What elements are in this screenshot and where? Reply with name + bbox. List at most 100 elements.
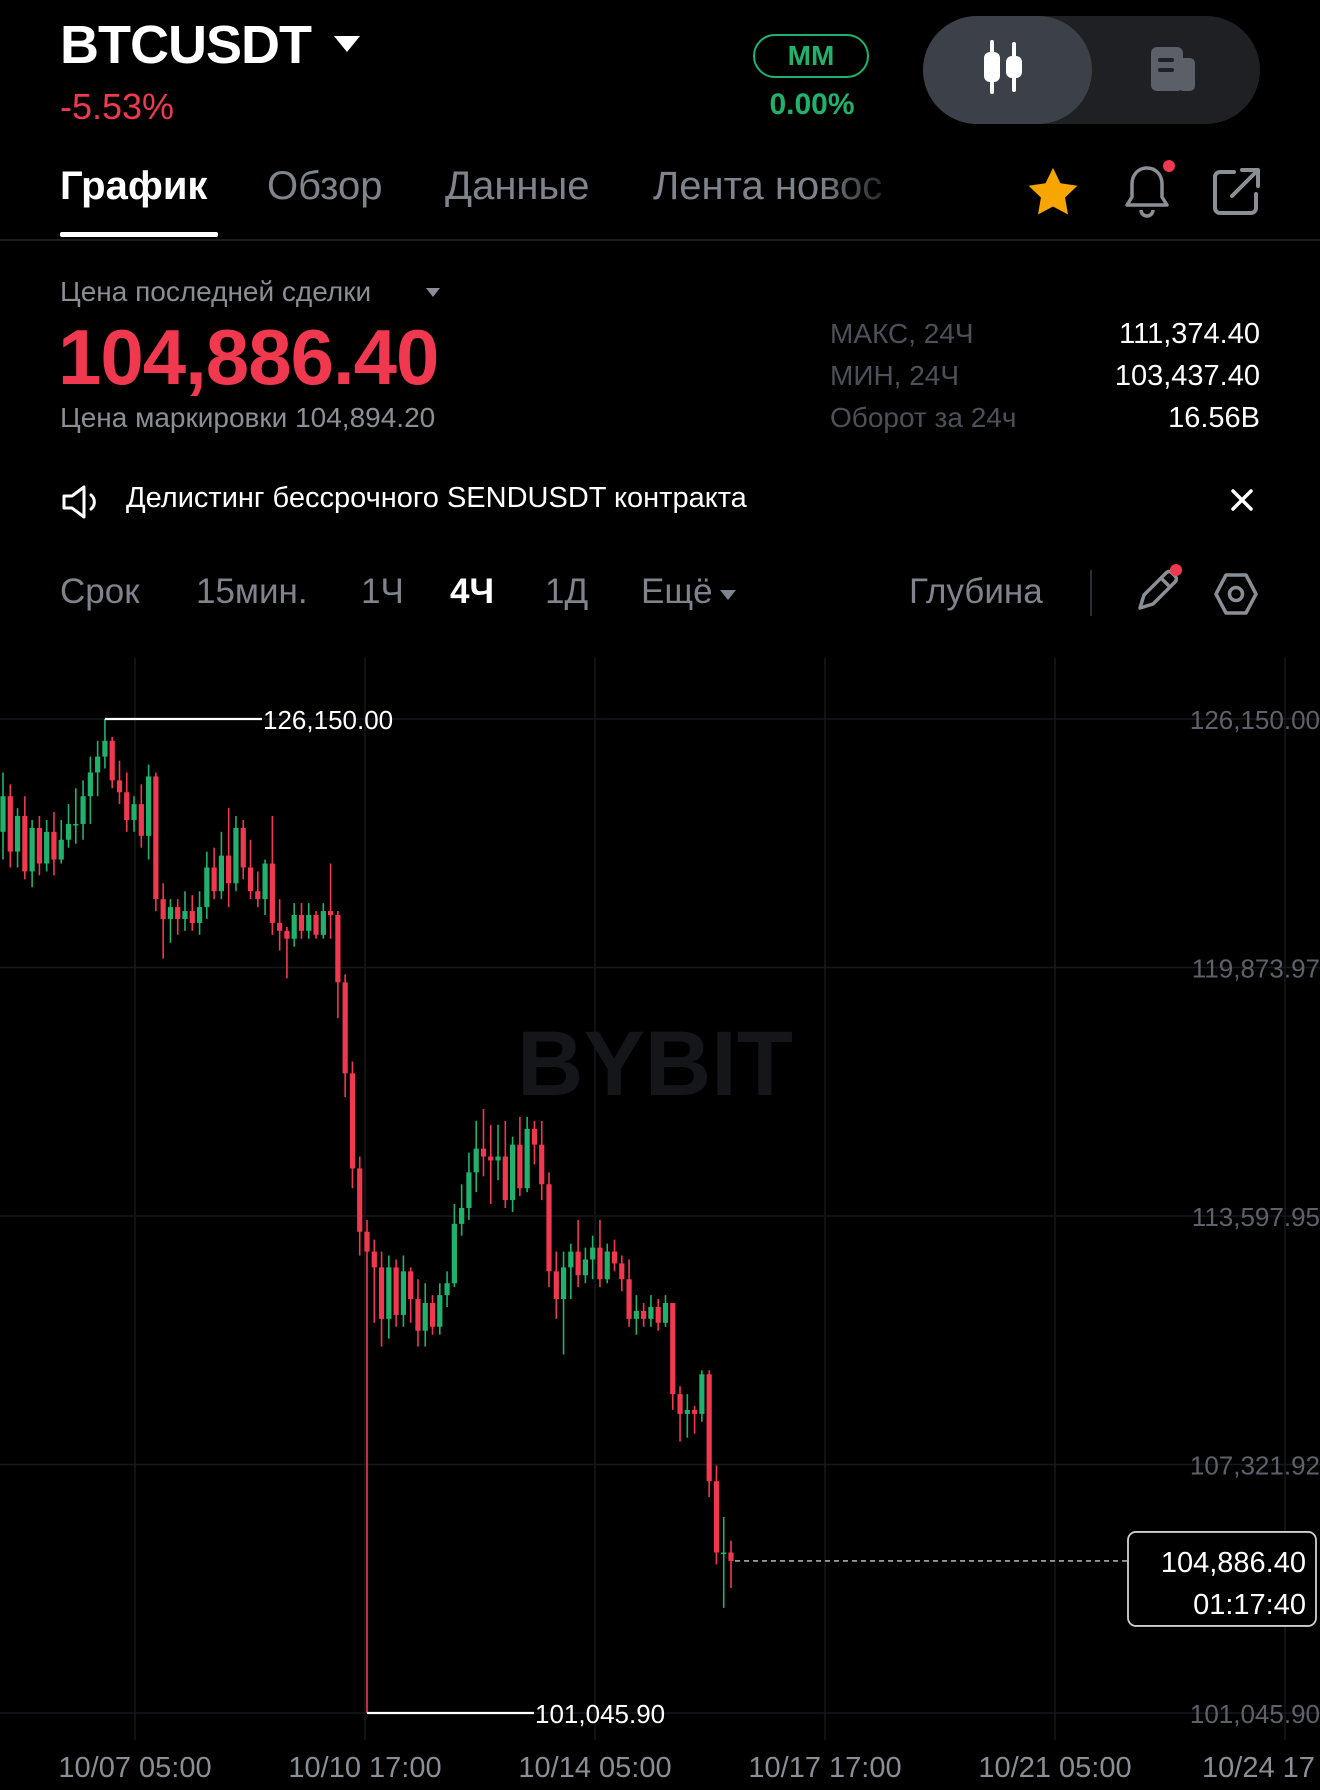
candle-body (0, 796, 6, 832)
candle-body (480, 1148, 487, 1157)
candle-body (604, 1251, 610, 1280)
candle-body (255, 891, 261, 900)
x-tick-label: 10/17 17:00 (748, 1752, 901, 1784)
candle-body (721, 1552, 727, 1555)
y-tick-label: 107,321.92 (1190, 1451, 1320, 1481)
interval-15m[interactable]: 15мин. (196, 572, 308, 611)
interval-1d[interactable]: 1Д (545, 572, 589, 611)
candle-body (277, 922, 283, 931)
y-tick-label: 101,045.90 (1190, 1699, 1320, 1729)
interval-period-label[interactable]: Срок (60, 572, 140, 611)
price-axis: 126,150.00 119,873.97 113,597.95 107,321.92… (1190, 705, 1320, 1729)
candle-body (713, 1481, 720, 1553)
price-chart[interactable]: BYBIT 126,150.00 101,045.90 104,886.40 01:1… (0, 650, 1320, 1790)
candle-body (611, 1251, 618, 1264)
candle-body (692, 1409, 698, 1414)
symbol-dropdown-icon[interactable] (334, 36, 360, 52)
candle-body (335, 914, 341, 983)
candle-body (44, 831, 50, 864)
candle-body (211, 867, 217, 892)
candle-body (124, 792, 130, 820)
candle-body (36, 827, 42, 864)
close-icon[interactable] (1228, 486, 1256, 514)
candle-body (539, 1144, 545, 1185)
interval-more[interactable]: Ещё (641, 572, 713, 611)
candle-body (524, 1128, 530, 1189)
candle-body (196, 907, 203, 923)
candle-body (14, 816, 21, 852)
candle-body (706, 1374, 712, 1482)
hexagon-settings-icon[interactable] (1212, 570, 1260, 618)
x-tick-label: 10/24 17 (1202, 1752, 1315, 1784)
candle-body (684, 1409, 690, 1414)
announcement-text[interactable]: Делистинг бессрочного SENDUSDT контракта (126, 482, 747, 514)
candle-body (95, 756, 101, 773)
interval-1h[interactable]: 1Ч (361, 572, 404, 611)
candle-body (633, 1310, 639, 1319)
candle-body (153, 776, 159, 900)
y-tick-label: 119,873.97 (1192, 954, 1320, 984)
candle-body (175, 907, 181, 919)
price-type-selector[interactable]: Цена последней сделки (60, 276, 372, 307)
candle-body (422, 1303, 428, 1331)
candle-body (502, 1156, 508, 1201)
tab-chart[interactable]: График (60, 164, 208, 208)
candle-body (109, 740, 115, 781)
candle-body (437, 1295, 443, 1327)
time-axis: 10/07 05:00 10/10 17:00 10/14 05:00 10/17 1… (58, 1752, 1314, 1784)
candle-body (473, 1148, 479, 1173)
mark-price: Цена маркировки 104,894.20 (60, 402, 436, 433)
candle-body (648, 1306, 654, 1319)
candle-body (80, 796, 86, 824)
candle-body (167, 907, 174, 919)
candle-body (116, 780, 123, 793)
price-change-percent: -5.53% (60, 86, 175, 127)
bell-icon[interactable] (1118, 160, 1176, 222)
candle-body (677, 1394, 683, 1414)
candle-body (546, 1184, 552, 1272)
news-icon (1151, 47, 1195, 91)
tab-data[interactable]: Данные (445, 164, 590, 208)
candle-body (429, 1303, 436, 1327)
candle-body (328, 911, 334, 915)
share-icon[interactable] (1208, 164, 1264, 220)
pencil-icon[interactable] (1130, 562, 1188, 620)
candle-body (87, 772, 93, 797)
tab-overview[interactable]: Обзор (267, 164, 383, 208)
candle-body (284, 930, 290, 939)
candle-body (189, 911, 195, 923)
candle-body (182, 911, 188, 919)
mm-value: 0.00% (769, 88, 855, 121)
chart-overlays: 126,150.00 101,045.90 104,886.40 01:17:40 (104, 705, 1317, 1729)
candle-body (553, 1271, 559, 1300)
candle-body (670, 1303, 676, 1395)
candle-body (393, 1267, 399, 1315)
x-tick-label: 10/21 05:00 (978, 1752, 1131, 1784)
mm-badge[interactable]: MM (753, 34, 869, 78)
interval-4h[interactable]: 4Ч (450, 572, 495, 611)
symbol-selector[interactable]: BTCUSDT (60, 15, 312, 75)
current-price-label: 104,886.40 (1161, 1547, 1306, 1579)
candle-body (364, 1231, 370, 1252)
candle-body (146, 776, 152, 836)
candle-body (291, 914, 297, 939)
candle-body (444, 1283, 450, 1296)
chart-watermark: BYBIT (517, 1013, 793, 1115)
candle-body (386, 1267, 392, 1319)
candle-body (29, 827, 35, 872)
chevron-down-icon[interactable] (426, 288, 440, 297)
candle-body (662, 1303, 669, 1323)
candle-body (568, 1251, 574, 1268)
candle-body (306, 914, 312, 931)
candle-body (58, 839, 64, 860)
current-price-box (1127, 1531, 1317, 1627)
tabs-divider (0, 239, 1320, 241)
star-icon[interactable] (1024, 164, 1082, 220)
candle-body (247, 867, 254, 892)
chevron-down-icon[interactable] (720, 590, 736, 600)
candle-body (459, 1207, 465, 1224)
depth-chart-button[interactable]: Глубина (909, 572, 1043, 611)
stat-turnover-label: Оборот за 24ч (830, 402, 1017, 433)
toolbar-divider (1090, 570, 1092, 616)
chart-grid (0, 658, 1320, 1740)
